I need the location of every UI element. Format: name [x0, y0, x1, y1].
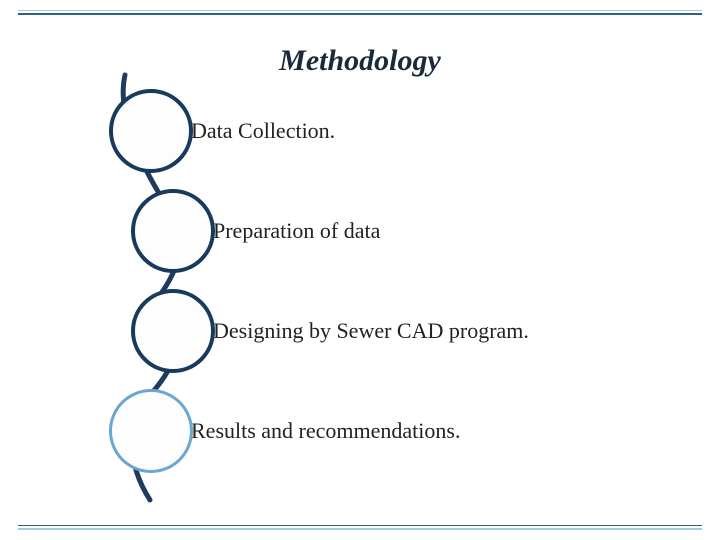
step-2-bar: Preparation of data	[163, 204, 593, 258]
step-3-circle	[131, 289, 215, 373]
step-2-label: Preparation of data	[213, 218, 380, 244]
step-1-bar: Data Collection.	[141, 104, 571, 158]
top-rule	[18, 10, 702, 15]
step-4-bar: Results and recommendations.	[141, 404, 571, 458]
step-4-circle	[109, 389, 193, 473]
step-1-circle	[109, 89, 193, 173]
step-3-label: Designing by Sewer CAD program.	[213, 318, 529, 344]
step-3-bar: Designing by Sewer CAD program.	[163, 304, 593, 358]
bottom-rule	[18, 525, 702, 530]
step-2-circle	[131, 189, 215, 273]
step-4-label: Results and recommendations.	[191, 418, 460, 444]
step-1-label: Data Collection.	[191, 118, 335, 144]
slide: Methodology Data Collection. Preparation…	[0, 0, 720, 540]
